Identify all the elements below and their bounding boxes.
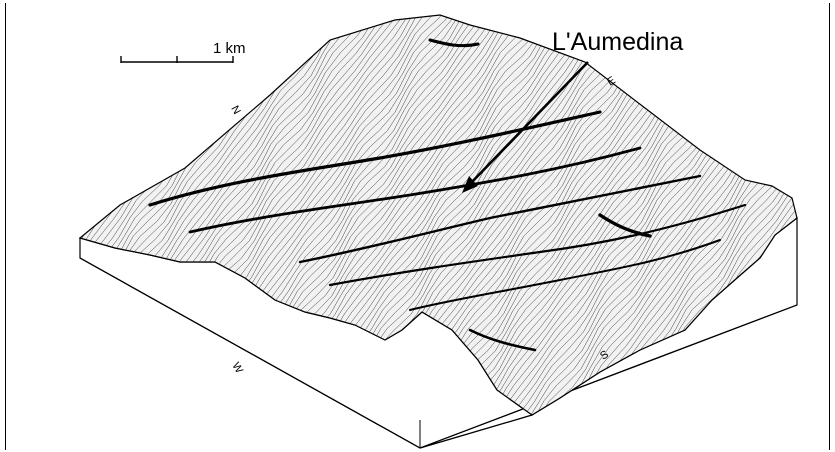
feature-label: L'Aumedina xyxy=(552,28,683,56)
terrain-hatch-line xyxy=(80,15,92,415)
ridge-line-1 xyxy=(148,110,602,207)
terrain-hatch-line xyxy=(0,0,23,440)
scale-bar-label: 1 km xyxy=(213,40,246,57)
block-bottom-edge-right xyxy=(419,304,798,449)
ridge-line-4 xyxy=(328,203,747,287)
terrain-hatch-line xyxy=(0,2,56,440)
terrain-hatch-line xyxy=(80,15,106,415)
ridge-line-5 xyxy=(409,239,721,311)
feature-annotation: L'Aumedina xyxy=(462,28,683,193)
terrain-hatch-line xyxy=(80,15,84,415)
terrain-hatch-line xyxy=(80,15,353,415)
terrain-hatch-line xyxy=(0,2,71,440)
terrain-hatch-line xyxy=(80,15,100,415)
terrain-hatch-line xyxy=(0,0,5,440)
terrain-hatch-line xyxy=(0,0,28,440)
terrain-hatch-line xyxy=(535,15,797,415)
ridge-line-7 xyxy=(598,213,652,238)
terrain-hatch-line xyxy=(0,0,40,440)
terrain-hatch-line xyxy=(0,0,19,440)
ridge-line-2 xyxy=(188,146,642,234)
terrain-hatch-line xyxy=(0,0,12,440)
ridge-line-6 xyxy=(428,38,480,48)
feature-pointer-arrowhead xyxy=(462,176,478,193)
scale-bar: 1 km xyxy=(120,40,246,63)
terrain-hatch-line xyxy=(0,0,76,440)
terrain-hatch-line xyxy=(542,15,797,415)
compass-west: W xyxy=(229,361,245,377)
terrain-hatch-line xyxy=(80,15,115,415)
block-bottom-edge-left xyxy=(79,257,421,449)
terrain-hatch-line xyxy=(0,2,67,440)
terrain-hatch-line xyxy=(0,0,33,440)
terrain-hatch-line xyxy=(548,15,797,415)
compass-north: N xyxy=(228,104,242,117)
terrain-hatch-line xyxy=(523,15,797,415)
terrain-hatch-line xyxy=(554,15,797,415)
terrain-hatch-line xyxy=(0,3,62,440)
terrain-outline xyxy=(78,14,798,416)
ridge-line-8 xyxy=(468,328,537,352)
feature-pointer-arrow-shaft xyxy=(469,61,589,185)
terrain-ridges xyxy=(148,38,747,352)
terrain-hatch-line xyxy=(0,1,48,440)
terrain-hatch-line xyxy=(80,15,111,415)
ridge-line-3 xyxy=(298,174,702,264)
